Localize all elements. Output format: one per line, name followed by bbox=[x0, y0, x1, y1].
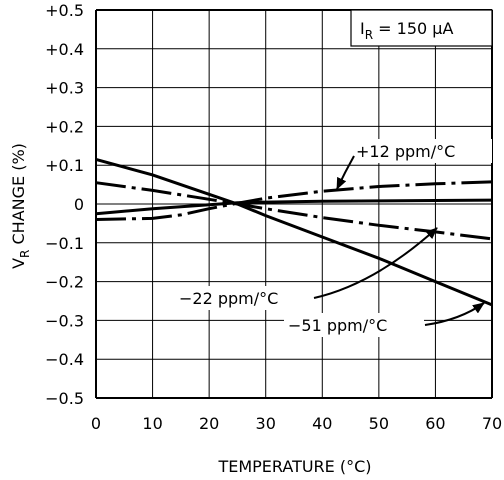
annotation-minus51-bg bbox=[284, 313, 424, 337]
x-tick-label: 0 bbox=[91, 414, 101, 433]
y-axis-title-subscript: R bbox=[18, 250, 32, 258]
annotation-minus22: −22 ppm/°C bbox=[176, 227, 438, 310]
condition-box: IR = 150 μA bbox=[350, 9, 493, 47]
y-tick-label: −0.5 bbox=[45, 389, 84, 408]
y-tick-label: 0 bbox=[74, 195, 84, 214]
y-tick-label: −0.1 bbox=[45, 234, 84, 253]
condition-subscript: R bbox=[365, 28, 373, 42]
series-line--12-ppm-c bbox=[95, 180, 493, 221]
grid bbox=[95, 9, 493, 399]
x-axis-title: TEMPERATURE (°C) bbox=[217, 457, 371, 476]
annotation-minus51-label: −51 ppm/°C bbox=[288, 316, 387, 335]
y-tick-label: +0.2 bbox=[45, 117, 84, 136]
tick-labels: 0 10 20 30 40 50 60 70 +0.5 +0.4 +0.3 +0.2 +0.1 0 −0.1… bbox=[45, 1, 502, 433]
annotation-minus22-arrow bbox=[313, 227, 438, 299]
condition-main: I bbox=[360, 19, 365, 38]
annotation-minus22-bg bbox=[176, 286, 308, 310]
condition-rest: = 150 μA bbox=[373, 19, 453, 38]
annotation-plus12-arrow bbox=[336, 155, 355, 190]
y-axis-title-rest: CHANGE (%) bbox=[9, 143, 28, 249]
series-line--22-ppm-c bbox=[95, 181, 493, 241]
annotation-minus51: −51 ppm/°C bbox=[284, 302, 485, 337]
x-tick-label: 20 bbox=[199, 414, 219, 433]
x-tick-label: 50 bbox=[369, 414, 389, 433]
annotation-plus12-bg bbox=[352, 139, 492, 163]
series-layer bbox=[95, 157, 493, 307]
y-tick-label: −0.3 bbox=[45, 311, 84, 330]
annotation-plus12-label: +12 ppm/°C bbox=[356, 142, 455, 161]
y-tick-label: +0.4 bbox=[45, 40, 84, 59]
x-tick-label: 30 bbox=[256, 414, 276, 433]
series-line-3 bbox=[95, 198, 493, 216]
y-tick-label: −0.2 bbox=[45, 273, 84, 292]
y-tick-label: +0.1 bbox=[45, 156, 84, 175]
condition-box-frame bbox=[350, 9, 493, 47]
annotation-plus12: +12 ppm/°C bbox=[336, 139, 492, 190]
y-tick-label: +0.3 bbox=[45, 79, 84, 98]
annotation-minus22-label: −22 ppm/°C bbox=[179, 289, 278, 308]
x-tick-label: 10 bbox=[142, 414, 162, 433]
x-tick-label: 40 bbox=[312, 414, 332, 433]
y-axis-title: VR CHANGE (%) bbox=[9, 143, 32, 269]
annotation-minus51-arrow bbox=[424, 302, 485, 326]
series-line--51-ppm-c bbox=[95, 157, 493, 307]
y-axis-title-main: V bbox=[9, 258, 28, 269]
x-tick-label: 60 bbox=[425, 414, 445, 433]
condition-label: IR = 150 μA bbox=[360, 19, 453, 42]
x-tick-label: 70 bbox=[482, 414, 502, 433]
y-tick-label: −0.4 bbox=[45, 350, 84, 369]
y-tick-label: +0.5 bbox=[45, 1, 84, 20]
